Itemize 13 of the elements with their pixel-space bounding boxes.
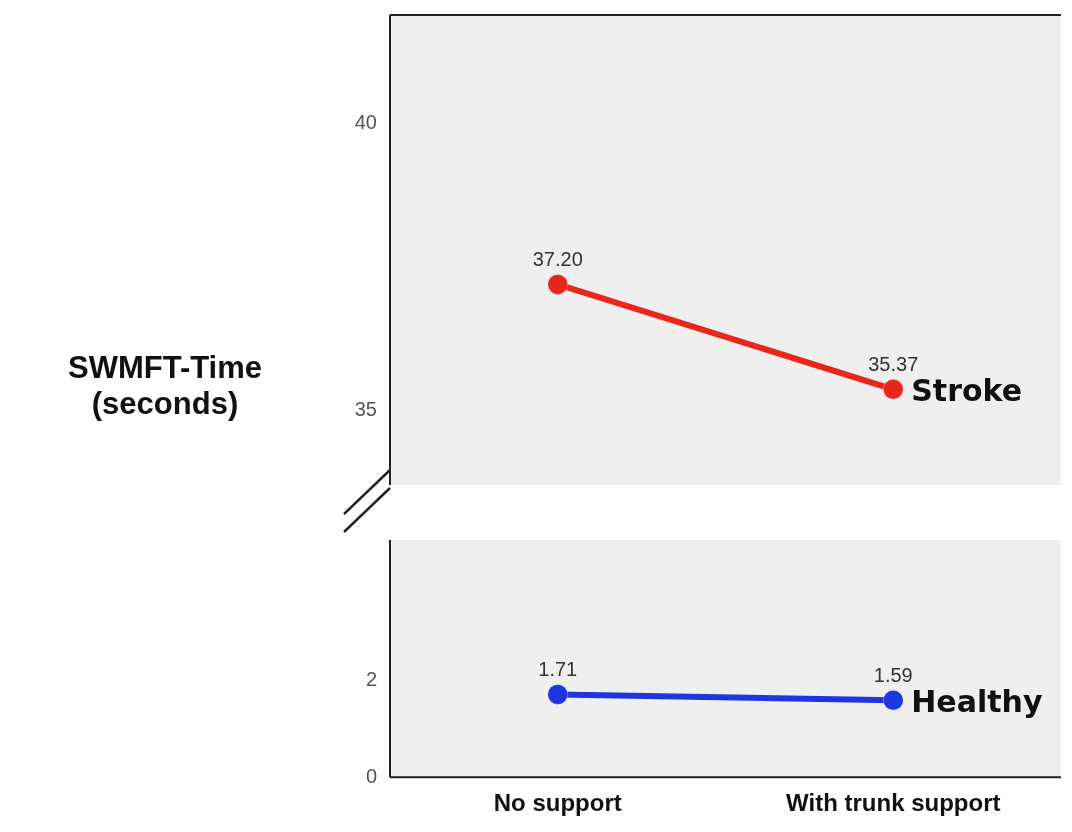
data-label: 37.20 [532, 247, 583, 270]
y-tick-label: 0 [365, 764, 377, 787]
data-label: 1.71 [538, 657, 578, 680]
y-tick-label: 40 [354, 111, 377, 134]
data-label: 35.37 [868, 352, 919, 375]
series-label: Healthy [911, 684, 1043, 720]
data-label: 1.59 [873, 663, 913, 686]
y-tick-label: 35 [354, 398, 377, 420]
x-tick-label: With trunk support [786, 789, 1001, 817]
y-tick-label: 2 [365, 667, 377, 690]
y-axis-title: SWMFT-Time (seconds) [66, 350, 263, 423]
x-tick-label: No support [493, 789, 622, 817]
series-label: Stroke [911, 373, 1023, 409]
